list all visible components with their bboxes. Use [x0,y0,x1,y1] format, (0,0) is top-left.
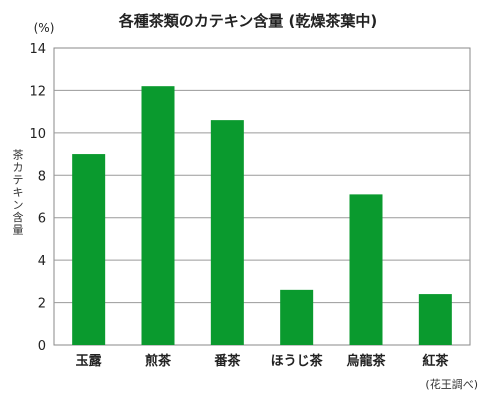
bars [72,86,452,345]
bar-2 [210,120,244,345]
y-tick-label: 2 [38,297,46,312]
bar-4 [349,194,383,345]
y-axis-title: 茶カテキン含量 [13,149,24,237]
x-tick-label: 煎茶 [145,353,172,369]
y-tick-label: 12 [29,84,46,99]
y-tick-label: 14 [29,42,46,57]
y-tick-label: 6 [38,212,46,227]
grid-lines [54,89,470,304]
bar-1 [141,86,175,345]
x-tick-label: ほうじ茶 [271,353,324,369]
y-unit-label: (%) [34,21,55,35]
y-tick-label: 8 [38,169,46,184]
source-note: (花王調べ) [425,377,478,391]
y-tick-label: 10 [29,127,46,142]
x-tick-label: 番茶 [213,353,241,369]
bar-5 [418,294,452,345]
chart-title: 各種茶類のカテキン含量 (乾燥茶葉中) [118,12,378,30]
x-tick-label: 紅茶 [422,353,449,369]
y-axis-label: 茶カテキン含量 [13,149,24,237]
y-tick-label: 4 [38,254,46,269]
y-axis-ticks: 0 2 4 6 8 10 12 14 [29,42,46,354]
bar-3 [280,289,314,345]
bar-0 [72,154,106,345]
x-tick-label: 玉露 [76,354,103,369]
y-tick-label: 0 [38,339,46,354]
x-tick-label: 烏龍茶 [346,353,386,369]
x-axis-ticks: 玉露 煎茶 番茶 ほうじ茶 烏龍茶 紅茶 [76,353,450,369]
plot-area [53,47,471,346]
